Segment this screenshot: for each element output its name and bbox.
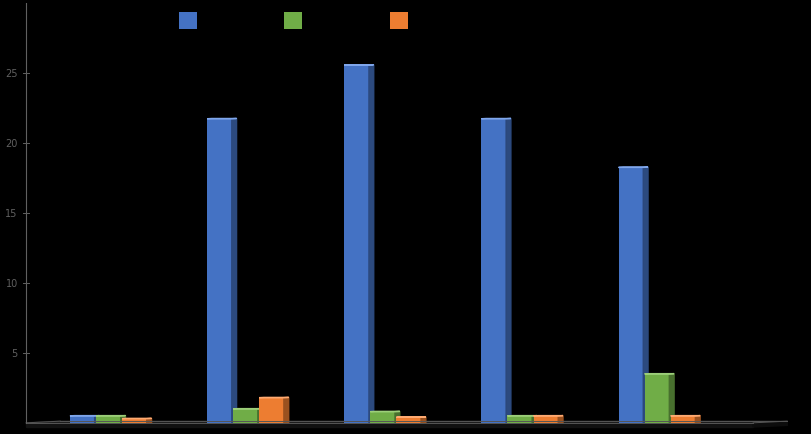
Polygon shape bbox=[752, 421, 787, 427]
Polygon shape bbox=[258, 409, 262, 423]
Bar bbox=[70, 416, 95, 423]
Polygon shape bbox=[26, 423, 752, 427]
Polygon shape bbox=[26, 421, 787, 423]
Text: 25: 25 bbox=[6, 69, 18, 79]
Text: 15: 15 bbox=[6, 208, 18, 218]
Polygon shape bbox=[505, 119, 510, 423]
Bar bbox=[233, 409, 258, 423]
Polygon shape bbox=[531, 416, 536, 423]
Polygon shape bbox=[668, 374, 673, 423]
Bar bbox=[396, 417, 421, 423]
Bar bbox=[96, 416, 121, 423]
Bar bbox=[122, 419, 147, 423]
Bar bbox=[344, 66, 368, 423]
Bar bbox=[370, 412, 394, 423]
Bar bbox=[481, 119, 505, 423]
Bar bbox=[259, 398, 284, 423]
Polygon shape bbox=[394, 411, 399, 423]
Polygon shape bbox=[231, 119, 236, 423]
Bar bbox=[207, 119, 231, 423]
Polygon shape bbox=[95, 416, 99, 423]
Text: 20: 20 bbox=[6, 139, 18, 149]
Text: 5: 5 bbox=[11, 348, 18, 358]
Bar bbox=[507, 416, 531, 423]
Polygon shape bbox=[557, 416, 562, 423]
Polygon shape bbox=[421, 417, 425, 423]
Polygon shape bbox=[694, 416, 699, 423]
Bar bbox=[670, 416, 694, 423]
Polygon shape bbox=[642, 168, 647, 423]
Polygon shape bbox=[284, 398, 289, 423]
Bar bbox=[644, 374, 668, 423]
Text: 10: 10 bbox=[6, 278, 18, 288]
Bar bbox=[533, 416, 557, 423]
Polygon shape bbox=[121, 416, 126, 423]
Bar bbox=[618, 168, 642, 423]
Polygon shape bbox=[147, 418, 152, 423]
Polygon shape bbox=[368, 66, 373, 423]
